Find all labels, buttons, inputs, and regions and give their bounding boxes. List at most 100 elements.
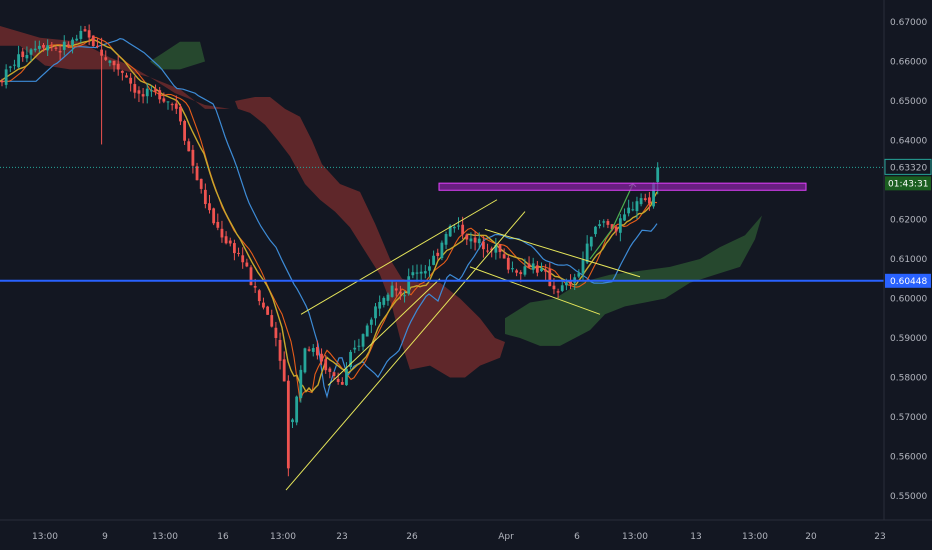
candle bbox=[361, 333, 365, 351]
flag-lower-line[interactable] bbox=[469, 266, 601, 315]
candle-body bbox=[91, 35, 95, 47]
candle-body bbox=[577, 273, 581, 277]
wedge-inner-line[interactable] bbox=[327, 278, 441, 386]
candle bbox=[328, 366, 332, 379]
candle bbox=[195, 162, 199, 181]
ema-slow-line bbox=[0, 37, 658, 399]
candle-body bbox=[4, 69, 8, 85]
candle bbox=[511, 261, 514, 273]
candle-body bbox=[457, 225, 460, 227]
candle-body bbox=[614, 226, 618, 232]
candle bbox=[257, 288, 261, 306]
candle-body bbox=[643, 198, 647, 201]
x-tick-label: Apr bbox=[498, 532, 514, 542]
candle-body bbox=[324, 359, 328, 371]
candle-body bbox=[527, 263, 531, 268]
candle bbox=[336, 372, 340, 385]
candle bbox=[523, 258, 527, 277]
x-tick-label: 20 bbox=[805, 532, 817, 542]
candle bbox=[79, 25, 83, 44]
candle-body bbox=[565, 282, 568, 286]
candle bbox=[316, 340, 319, 360]
candle bbox=[87, 24, 91, 46]
candle bbox=[407, 268, 411, 296]
candle-body bbox=[120, 70, 124, 73]
candle bbox=[224, 231, 228, 245]
candle-body bbox=[150, 90, 153, 92]
candle bbox=[399, 285, 402, 300]
candle-body bbox=[46, 45, 50, 51]
candle bbox=[444, 231, 448, 249]
candle bbox=[29, 48, 33, 62]
candle-body bbox=[274, 327, 278, 338]
candle-body bbox=[54, 47, 58, 49]
candle bbox=[83, 25, 87, 32]
candle bbox=[216, 213, 220, 231]
candle bbox=[17, 45, 20, 69]
candle-body bbox=[581, 259, 585, 274]
candle-body bbox=[411, 272, 415, 276]
candle bbox=[320, 348, 323, 366]
candle bbox=[349, 349, 352, 370]
candle bbox=[577, 269, 581, 279]
candle-body bbox=[419, 271, 423, 274]
candle-body bbox=[631, 209, 635, 211]
candle bbox=[91, 35, 95, 47]
resistance-zone[interactable] bbox=[438, 182, 807, 191]
y-tick-label: 0.59000 bbox=[890, 334, 927, 344]
candle-body bbox=[96, 45, 99, 47]
candle-body bbox=[556, 291, 560, 293]
last-price-label: 0.63320 bbox=[890, 163, 927, 173]
candle-body bbox=[145, 88, 149, 97]
candle bbox=[477, 232, 481, 250]
candle bbox=[112, 60, 116, 72]
rising-wedge-upper-line[interactable] bbox=[300, 199, 498, 315]
candle-body bbox=[560, 285, 564, 291]
drawings[interactable] bbox=[285, 182, 807, 491]
candle-body bbox=[552, 285, 556, 290]
candle bbox=[452, 223, 456, 233]
candle-body bbox=[477, 238, 481, 244]
candle-body bbox=[365, 325, 369, 337]
candle-body bbox=[332, 372, 336, 377]
candle-body bbox=[100, 49, 103, 56]
candle-body bbox=[436, 252, 440, 256]
x-tick-label: 13:00 bbox=[270, 532, 296, 542]
candle-body bbox=[340, 381, 344, 385]
candle-body bbox=[390, 285, 394, 297]
candle bbox=[494, 237, 498, 260]
candle bbox=[58, 44, 62, 60]
candle bbox=[0, 78, 4, 87]
breakout-arrow[interactable] bbox=[589, 183, 634, 260]
countdown-badge bbox=[885, 176, 931, 191]
last-price-badge bbox=[884, 158, 932, 175]
candle bbox=[274, 321, 278, 347]
candle bbox=[556, 288, 560, 299]
candle-body bbox=[58, 51, 62, 53]
candle bbox=[116, 55, 120, 76]
flag-upper-line[interactable] bbox=[484, 228, 641, 278]
candle-body bbox=[62, 41, 66, 50]
candle bbox=[71, 37, 74, 54]
candle-body bbox=[473, 237, 477, 243]
candle-body bbox=[345, 368, 348, 386]
candle-body bbox=[540, 268, 543, 272]
candles bbox=[0, 24, 660, 477]
candle-body bbox=[17, 54, 20, 68]
candle-body bbox=[635, 201, 639, 212]
candle-body bbox=[353, 347, 357, 350]
x-tick-label: 6 bbox=[574, 532, 580, 542]
candle bbox=[42, 43, 45, 52]
rising-wedge-lower-line[interactable] bbox=[285, 211, 526, 491]
candle bbox=[141, 88, 145, 104]
candle bbox=[457, 217, 460, 230]
x-tick-label: 13:00 bbox=[622, 532, 648, 542]
candle bbox=[535, 260, 539, 277]
candle-body bbox=[158, 90, 162, 100]
candle bbox=[249, 265, 253, 286]
candle-body bbox=[253, 286, 257, 288]
candle bbox=[295, 395, 299, 426]
candle-body bbox=[452, 226, 456, 229]
